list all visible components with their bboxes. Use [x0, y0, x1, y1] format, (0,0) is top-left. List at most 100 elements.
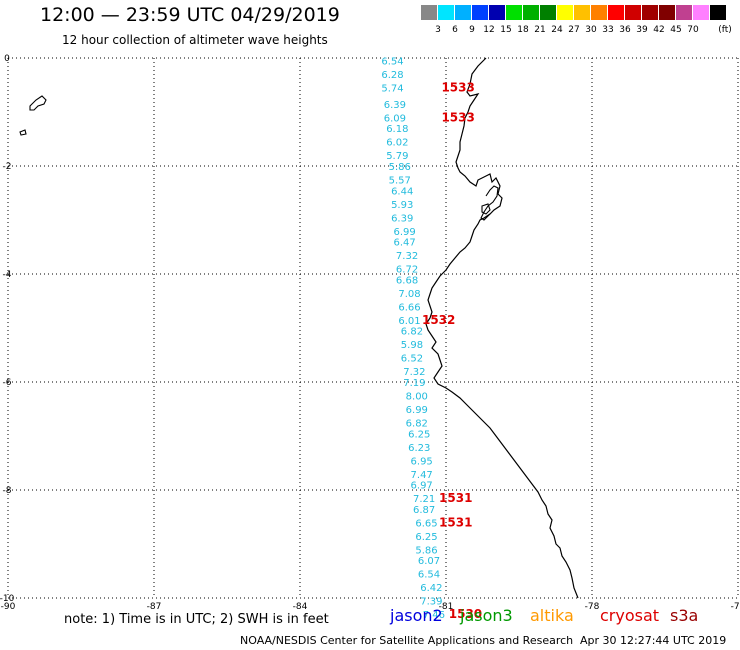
legend-label: 42: [653, 25, 665, 35]
swh-value: 6.44: [391, 186, 413, 197]
swh-value: 6.95: [411, 456, 433, 467]
swh-value: 6.23: [408, 443, 430, 454]
credit-text: NOAA/NESDIS Center for Satellite Applica…: [240, 634, 574, 647]
footnote: note: 1) Time is in UTC; 2) SWH is in fe…: [64, 612, 329, 627]
swh-value: 7.46: [423, 610, 445, 621]
legend-label: 36: [619, 25, 631, 35]
swh-value: 6.28: [381, 70, 403, 81]
legend-label: 27: [568, 25, 580, 35]
pass-time-label: 1531: [439, 491, 472, 505]
chart-title: 12:00 — 23:59 UTC 04/29/2019: [40, 4, 340, 26]
swh-value: 6.65: [415, 518, 437, 529]
time-labels: 1533 1533 1532 1531 1531 1530: [422, 81, 482, 622]
swh-value: 6.54: [381, 57, 403, 68]
pass-time-label: 1533: [441, 81, 474, 95]
coastline-path: [425, 57, 579, 599]
swh-value: 6.99: [394, 227, 416, 238]
swh-value: 6.25: [415, 532, 437, 543]
swh-value: 7.08: [398, 289, 420, 300]
legend-label: 30: [585, 25, 597, 35]
swh-value: 5.74: [381, 84, 403, 95]
legend-swatch: [557, 5, 573, 20]
legend-label: 15: [500, 25, 512, 35]
y-tick-label: -8: [3, 486, 12, 496]
swh-value: 5.57: [389, 176, 411, 187]
y-tick-label: 0: [4, 54, 10, 64]
gulf-guayaquil-outline: [480, 185, 499, 221]
y-tick-label: -6: [3, 378, 12, 388]
satellite-s3a: s3a: [670, 606, 699, 625]
swh-value: 6.87: [413, 505, 435, 516]
swh-value: 6.07: [418, 556, 440, 567]
chart-subtitle: 12 hour collection of altimeter wave hei…: [62, 33, 328, 47]
legend-label: 18: [517, 25, 529, 35]
legend-label: 9: [469, 25, 475, 35]
map-grid: [7, 57, 739, 599]
swh-value: 8.00: [406, 392, 428, 403]
swh-value: 7.19: [403, 378, 425, 389]
swh-value: 7.21: [413, 494, 435, 505]
legend-label: 6: [452, 25, 458, 35]
legend-swatch: [421, 5, 437, 20]
legend-label: 12: [483, 25, 495, 35]
legend-label: 70: [687, 25, 699, 35]
legend-swatch: [608, 5, 624, 20]
pass-time-label: 1530: [449, 607, 482, 621]
swh-value: 6.66: [398, 302, 420, 313]
pass-time-label: 1532: [422, 313, 455, 327]
swh-value: 6.82: [406, 419, 428, 430]
galapagos-isabela: [29, 95, 47, 111]
swh-value: 6.97: [411, 481, 433, 492]
legend-swatch: [472, 5, 488, 20]
legend-unit: (ft): [718, 25, 732, 35]
swh-value: 6.54: [418, 570, 440, 581]
legend-swatch: [574, 5, 590, 20]
legend-swatch: [591, 5, 607, 20]
y-tick-label: -2: [3, 162, 12, 172]
x-tick-label: -84: [293, 602, 308, 612]
swh-value: 6.42: [420, 583, 442, 594]
puna-island: [481, 203, 491, 215]
legend-label: 3: [435, 25, 441, 35]
swh-value: 6.02: [386, 138, 408, 149]
satellite-jason2: jason2: [390, 606, 443, 625]
timestamp: Apr 30 12:27:44 UTC 2019: [580, 634, 727, 647]
swh-value: 5.79: [386, 151, 408, 162]
legend-label: 39: [636, 25, 648, 35]
swh-value: 6.68: [396, 275, 418, 286]
pass-time-label: 1533: [441, 110, 474, 124]
legend-swatch: [625, 5, 641, 20]
satellite-jason3: jason3: [460, 606, 513, 625]
legend-swatch: [693, 5, 709, 20]
swh-value: 6.09: [384, 113, 406, 124]
legend-label: 33: [602, 25, 614, 35]
swh-value: 7.47: [411, 470, 433, 481]
legend-swatch: [642, 5, 658, 20]
satellite-cryosat: cryosat: [600, 606, 660, 625]
legend-swatch: [506, 5, 522, 20]
satellite-altika: altika: [530, 606, 574, 625]
swh-value: 5.86: [389, 162, 411, 173]
swh-points: 6.546.285.746.396.096.186.025.795.865.57…: [381, 57, 445, 622]
coastline: [19, 57, 579, 599]
swh-value: 6.52: [401, 354, 423, 365]
swh-value: 7.39: [420, 597, 442, 608]
legend-label: 21: [534, 25, 546, 35]
galapagos-small-island: [19, 129, 27, 136]
legend-label: 24: [551, 25, 563, 35]
legend-swatch: [710, 5, 726, 20]
legend-label: 45: [670, 25, 682, 35]
x-tick-label: -75: [731, 602, 740, 612]
legend-swatch: [455, 5, 471, 20]
swh-value: 6.82: [401, 327, 423, 338]
legend-swatch: [438, 5, 454, 20]
legend-swatch: [523, 5, 539, 20]
legend-swatch: [540, 5, 556, 20]
swh-value: 6.39: [391, 213, 413, 224]
axis-labels: -90 -87 -84 -81 -78 -75 0 -2 -4 -6 -8 -10: [0, 54, 740, 612]
swh-value: 6.99: [406, 405, 428, 416]
swh-value: 6.47: [394, 238, 416, 249]
legend-swatch: [659, 5, 675, 20]
pass-time-label: 1531: [439, 515, 472, 529]
